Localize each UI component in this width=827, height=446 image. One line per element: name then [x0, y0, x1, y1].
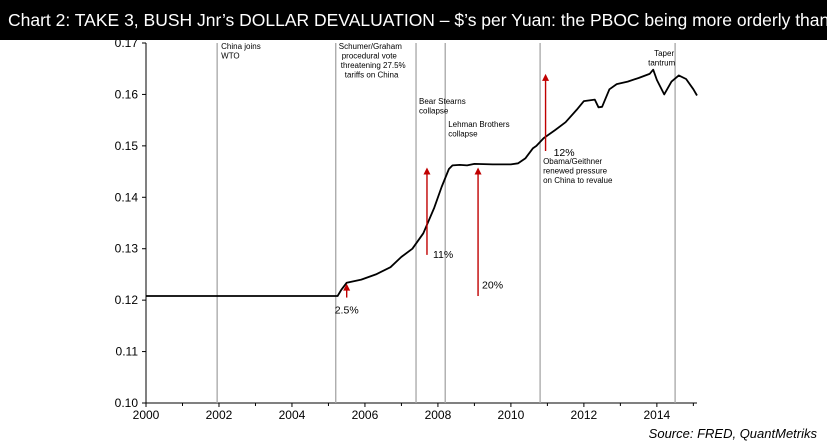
arrow-label: 11%: [433, 249, 453, 261]
event-lines: China joins WTO Schumer/Graham procedural v…: [216, 42, 676, 403]
series-line: [146, 68, 698, 297]
y-tick-label: 0.15: [115, 139, 139, 153]
event-label-line: Bear Stearns: [419, 97, 466, 106]
event-label: Schumer/Graham procedural vote threatening…: [339, 42, 406, 80]
arrow-head: [343, 283, 351, 291]
arrow-head: [542, 73, 550, 81]
event-label-line: WTO: [221, 52, 240, 61]
x-tick-label: 2014: [644, 408, 671, 422]
x-tick-label: 2002: [206, 408, 233, 422]
arrow-label: 2.5%: [335, 305, 359, 317]
x-tick-label: 2008: [425, 408, 452, 422]
x-tick-label: 2012: [571, 408, 598, 422]
source-text: Source: FRED, QuantMetriks: [648, 426, 817, 441]
y-tick-label: 0.11: [116, 345, 139, 359]
x-tick-label: 2000: [133, 408, 160, 422]
event-label-line: threatening 27.5%: [341, 61, 406, 70]
y-tick-label: 0.17: [115, 36, 139, 50]
y-tick-label: 0.14: [115, 190, 139, 204]
x-tick-label: 2006: [352, 408, 379, 422]
y-tick-label: 0.12: [115, 293, 139, 307]
chart-title-bar: Chart 2: TAKE 3, BUSH Jnr’s DOLLAR DEVAL…: [0, 0, 827, 40]
event-label: Obama/Geithner renewed pressure on China t…: [543, 157, 613, 185]
arrows-group: 2.5% 11% 20% 12%: [335, 73, 575, 317]
event-label: Taper tantrum: [648, 49, 675, 68]
source-note: Source: FRED, QuantMetriks: [649, 426, 817, 441]
event-label: China joins WTO: [221, 42, 261, 61]
y-tick-label: 0.10: [115, 396, 139, 410]
x-tick-label: 2004: [279, 408, 306, 422]
event-label-line: tariffs on China: [345, 71, 399, 80]
event-label: Bear Stearns collapse: [419, 97, 466, 116]
event-label-line: Schumer/Graham: [339, 42, 402, 51]
event-label-line: tantrum: [648, 59, 675, 68]
chart-title: Chart 2: TAKE 3, BUSH Jnr’s DOLLAR DEVAL…: [8, 10, 827, 30]
event-label-line: procedural vote: [342, 52, 398, 61]
event-label-line: renewed pressure: [543, 167, 608, 176]
event-label-line: Lehman Brothers: [448, 120, 509, 129]
event-label-line: China joins: [221, 42, 261, 51]
chart-axes: 0.10 0.11 0.12 0.13 0.14 0.15 0.16 0.17 2000 2002…: [115, 36, 697, 422]
arrow-head: [474, 167, 482, 175]
series-group: [146, 68, 698, 297]
event-label-line: collapse: [448, 130, 478, 139]
arrow-label: 12%: [554, 147, 575, 159]
arrow-label: 20%: [482, 280, 503, 292]
arrow-head: [423, 167, 431, 175]
event-label: Lehman Brothers collapse: [448, 120, 509, 139]
x-tick-label: 2010: [498, 408, 525, 422]
event-label-line: Obama/Geithner: [543, 157, 602, 166]
event-label-line: on China to revalue: [543, 176, 613, 185]
event-label-line: collapse: [419, 107, 449, 116]
y-tick-label: 0.16: [115, 87, 139, 101]
event-label-line: Taper: [654, 49, 674, 58]
y-tick-label: 0.13: [115, 242, 139, 256]
